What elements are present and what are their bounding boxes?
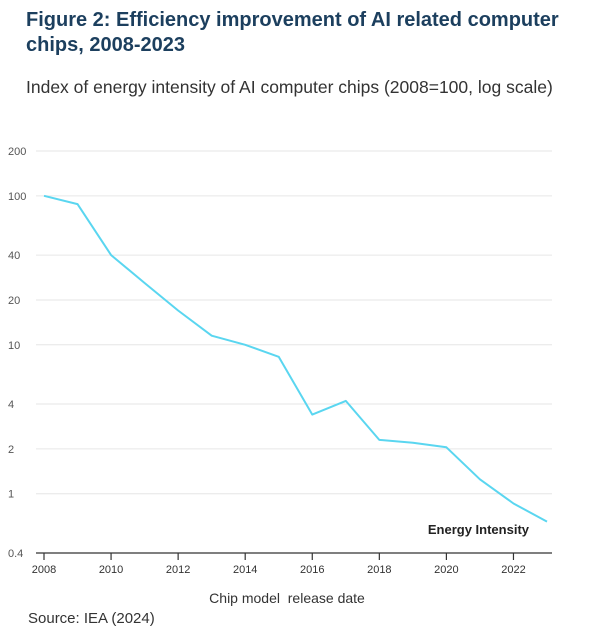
y-tick-label: 4	[8, 399, 14, 411]
x-axis: 2008 2010 2012 2014 2016 2018 2020 2022	[32, 553, 526, 576]
y-tick-label: 10	[8, 340, 20, 352]
x-tick-label: 2020	[434, 564, 458, 576]
x-tick-label: 2016	[300, 564, 324, 576]
y-tick-label: 40	[8, 250, 20, 262]
x-axis-title: Chip model release date	[209, 590, 365, 606]
x-tick-label: 2008	[32, 564, 56, 576]
grid-lines	[36, 150, 552, 495]
series-line-energy-intensity	[43, 194, 548, 523]
x-tick-label: 2014	[233, 564, 257, 576]
y-tick-label: 20	[8, 295, 20, 307]
y-tick-label: 1	[8, 489, 14, 501]
x-tick-label: 2012	[166, 564, 190, 576]
x-tick-label: 2018	[367, 564, 391, 576]
y-tick-label: 2	[8, 444, 14, 456]
chart-title: Figure 2: Efficiency improvement of AI r…	[26, 9, 559, 56]
y-tick-label: 100	[8, 191, 26, 203]
y-axis: 200 100 40 20 10 4 2 1 0.4	[8, 146, 26, 560]
series-label-energy-intensity: Energy Intensity	[428, 522, 530, 537]
chart-subtitle: Index of energy intensity of AI computer…	[26, 77, 553, 97]
x-tick-label: 2022	[501, 564, 525, 576]
y-tick-label: 0.4	[8, 548, 23, 560]
source-note: Source: IEA (2024)	[28, 610, 155, 627]
y-tick-label: 200	[8, 146, 26, 158]
x-tick-label: 2010	[99, 564, 123, 576]
